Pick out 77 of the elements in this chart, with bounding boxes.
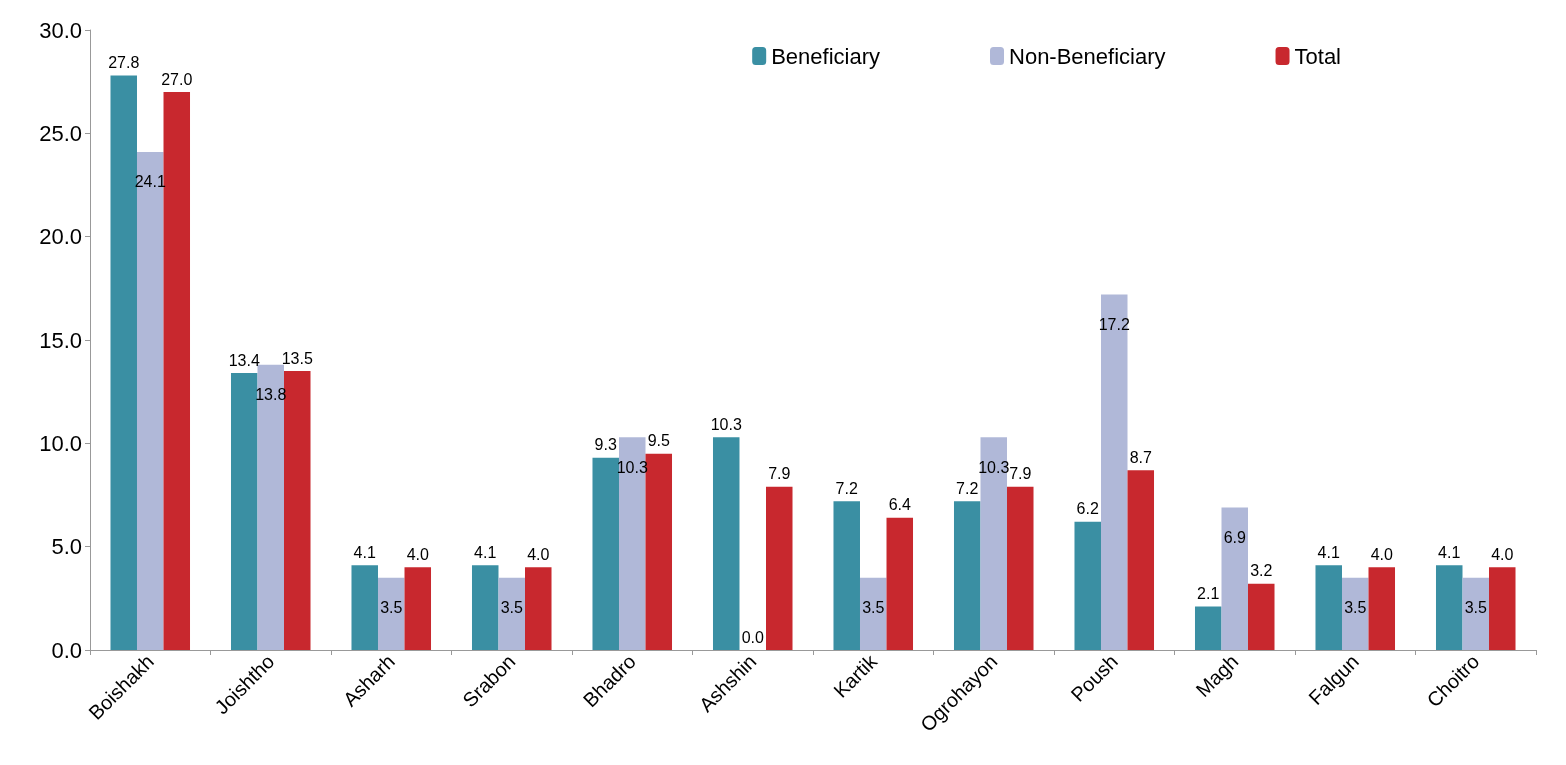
data-label: 2.1 xyxy=(1197,585,1220,603)
bar xyxy=(1435,565,1463,650)
legend-label: Beneficiary xyxy=(771,43,881,69)
data-label: 3.5 xyxy=(500,599,523,617)
data-label: 4.0 xyxy=(1491,545,1514,563)
data-label: 3.2 xyxy=(1250,562,1273,580)
bar xyxy=(619,437,646,650)
data-label: 8.7 xyxy=(1129,448,1152,466)
bar xyxy=(1007,486,1034,650)
y-tick-label: 25.0 xyxy=(39,120,82,146)
data-label: 4.1 xyxy=(1438,543,1461,561)
bar xyxy=(886,517,914,650)
data-label: 4.1 xyxy=(1317,543,1340,561)
data-label: 4.0 xyxy=(527,545,550,563)
data-label: 13.4 xyxy=(228,351,260,369)
bar xyxy=(498,577,526,650)
bar xyxy=(1074,521,1101,650)
data-label: 10.3 xyxy=(710,415,742,433)
y-tick-label: 30.0 xyxy=(39,17,82,43)
bar xyxy=(378,577,405,650)
data-label: 13.5 xyxy=(281,349,313,367)
bar xyxy=(284,371,311,650)
bar xyxy=(257,364,285,650)
data-label: 7.9 xyxy=(1009,465,1032,483)
y-tick-label: 15.0 xyxy=(39,327,82,353)
y-tick-label: 20.0 xyxy=(39,224,82,250)
y-tick-label: 0.0 xyxy=(51,637,82,663)
data-label: 4.1 xyxy=(474,543,497,561)
data-label: 9.5 xyxy=(647,432,670,450)
bar xyxy=(712,437,740,650)
data-label: 6.4 xyxy=(888,496,911,514)
data-label: 10.3 xyxy=(978,458,1010,476)
data-label: 3.5 xyxy=(862,599,885,617)
data-label: 3.5 xyxy=(380,599,403,617)
bar xyxy=(1462,577,1490,650)
bar xyxy=(766,486,793,650)
data-label: 27.0 xyxy=(161,70,193,88)
data-label: 4.0 xyxy=(406,545,429,563)
bar xyxy=(980,437,1008,650)
bar xyxy=(592,457,619,650)
data-label: 3.5 xyxy=(1464,599,1487,617)
bar xyxy=(1315,565,1342,650)
legend-label: Total xyxy=(1294,43,1342,69)
bar xyxy=(953,501,981,650)
data-label: 27.8 xyxy=(108,53,140,71)
y-tick-label: 10.0 xyxy=(39,430,82,456)
data-label: 4.0 xyxy=(1370,545,1393,563)
data-label: 7.9 xyxy=(768,465,791,483)
bar xyxy=(860,577,887,650)
bar xyxy=(1248,583,1275,650)
data-label: 7.2 xyxy=(835,479,858,497)
data-label: 7.2 xyxy=(956,479,979,497)
bar xyxy=(1100,294,1128,650)
data-label: 9.3 xyxy=(594,436,617,454)
bar xyxy=(1127,470,1155,650)
data-label: 3.5 xyxy=(1344,599,1367,617)
bar xyxy=(1221,507,1248,650)
bar xyxy=(471,565,499,650)
data-label: 6.2 xyxy=(1076,500,1099,518)
bar xyxy=(110,75,137,650)
bar xyxy=(1489,567,1516,650)
bar xyxy=(351,565,378,650)
bar xyxy=(833,501,860,650)
data-label: 4.1 xyxy=(353,543,376,561)
bar xyxy=(525,567,552,650)
bar xyxy=(163,92,191,650)
bar xyxy=(404,567,432,650)
data-label: 0.0 xyxy=(741,628,764,646)
bar xyxy=(230,373,258,650)
bar xyxy=(1342,577,1369,650)
y-tick-label: 5.0 xyxy=(51,534,82,560)
bar xyxy=(137,151,164,650)
legend-label: Non-Beneficiary xyxy=(1009,43,1166,69)
data-label: 6.9 xyxy=(1223,528,1246,546)
bar xyxy=(1368,567,1396,650)
bar xyxy=(1194,606,1222,650)
data-label: 17.2 xyxy=(1098,316,1130,334)
